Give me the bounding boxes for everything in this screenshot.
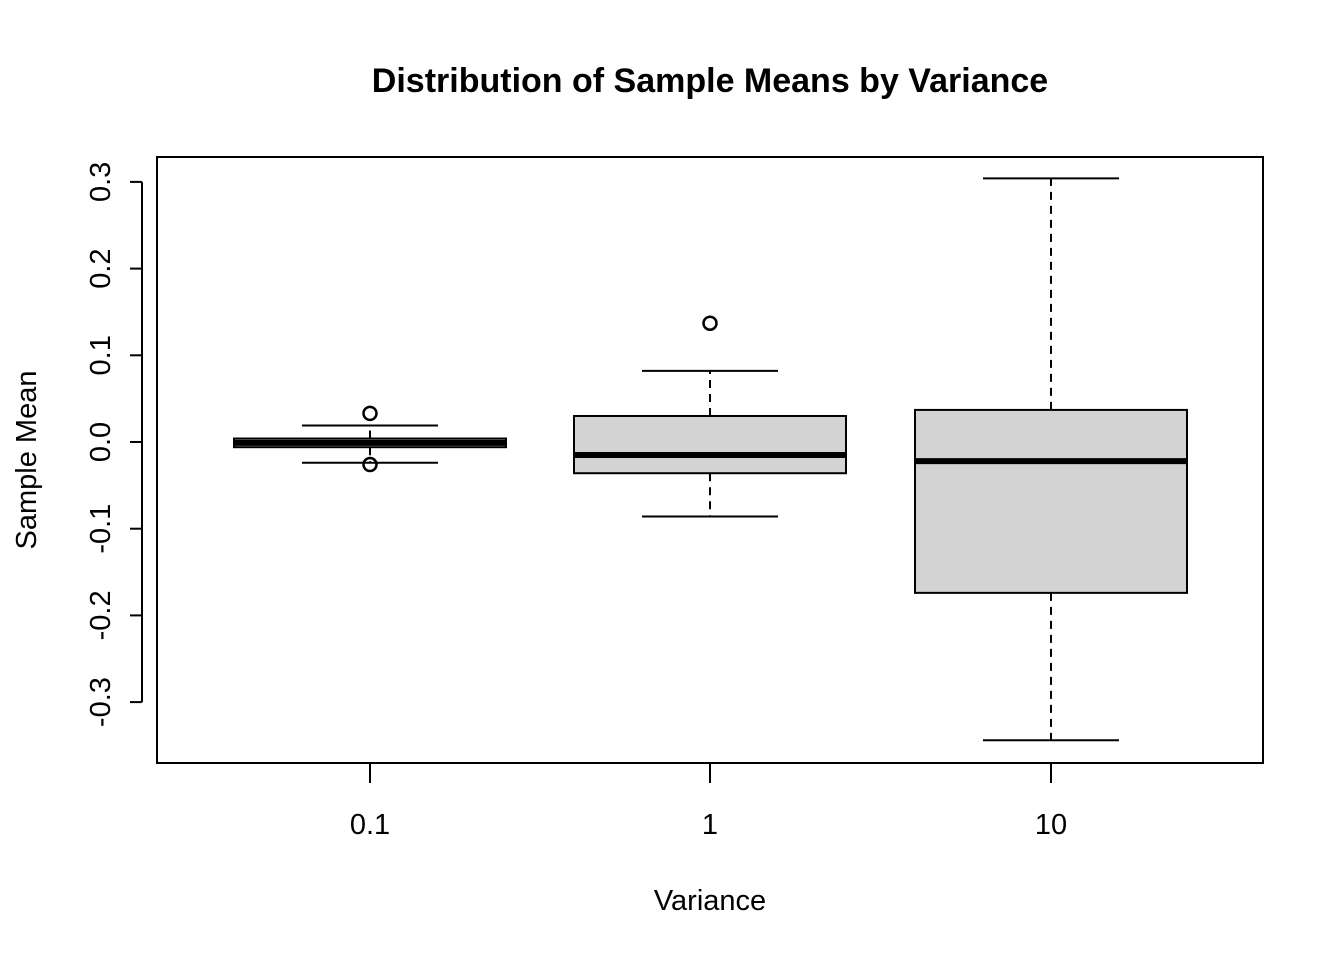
- x-tick-label: 0.1: [350, 809, 390, 841]
- x-tick-label: 1: [702, 809, 718, 841]
- chart-title: Distribution of Sample Means by Variance: [372, 62, 1048, 100]
- x-axis-label: Variance: [654, 885, 766, 917]
- x-tick-label: 10: [1035, 809, 1067, 841]
- y-axis: -0.3 -0.2 -0.1 0.0 0.1 0.2 0.3: [85, 162, 143, 727]
- y-tick-label: 0.1: [85, 335, 117, 375]
- outlier-point: [362, 405, 378, 422]
- y-tick-label: 0.0: [85, 422, 117, 462]
- box-iqr: [573, 414, 847, 475]
- y-tick-label: 0.3: [85, 162, 117, 202]
- box-group-1: [573, 315, 847, 518]
- box-group-10: [914, 177, 1188, 742]
- y-tick-label: -0.1: [85, 504, 117, 554]
- y-tick-label: -0.3: [85, 677, 117, 727]
- box-group-0-1: [233, 405, 507, 473]
- y-tick-label: -0.2: [85, 590, 117, 640]
- y-tick-label: 0.2: [85, 248, 117, 288]
- x-axis: 0.1 1 10: [350, 762, 1067, 841]
- y-axis-label: Sample Mean: [11, 371, 43, 550]
- outlier-point: [702, 315, 718, 331]
- outlier-point: [362, 456, 378, 473]
- box-iqr: [914, 408, 1188, 594]
- boxes: [233, 177, 1188, 742]
